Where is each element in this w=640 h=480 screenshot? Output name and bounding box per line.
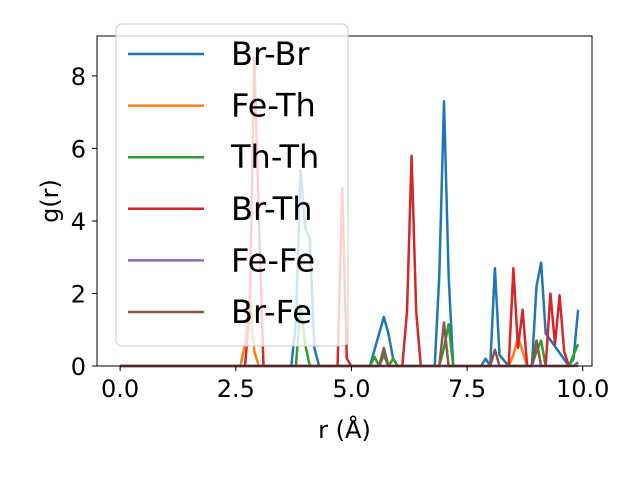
legend-label-4: Fe-Fe	[231, 241, 315, 279]
x-tick-label: 0.0	[101, 375, 139, 403]
y-tick-label: 6	[71, 135, 86, 163]
x-tick-label: 10.0	[556, 375, 609, 403]
legend-label-0: Br-Br	[231, 35, 310, 73]
y-axis: 0 2 4 6 8	[71, 63, 97, 381]
y-tick-label: 8	[71, 63, 86, 91]
x-axis-label: r (Å)	[318, 415, 371, 444]
x-tick-label: 7.5	[448, 375, 486, 403]
y-tick-label: 2	[71, 280, 86, 308]
legend: Br-Br Fe-Th Th-Th Br-Th Fe-Fe Br-Fe	[115, 23, 349, 347]
y-axis-label: g(r)	[36, 179, 64, 223]
y-tick-label: 0	[71, 353, 86, 381]
x-axis: 0.0 2.5 5.0 7.5 10.0	[101, 366, 609, 403]
y-tick-label: 4	[71, 208, 86, 236]
x-tick-label: 2.5	[217, 375, 255, 403]
legend-label-1: Fe-Th	[231, 87, 316, 125]
legend-label-2: Th-Th	[230, 138, 319, 176]
x-tick-label: 5.0	[332, 375, 370, 403]
legend-label-5: Br-Fe	[231, 293, 312, 331]
legend-label-3: Br-Th	[231, 190, 313, 228]
